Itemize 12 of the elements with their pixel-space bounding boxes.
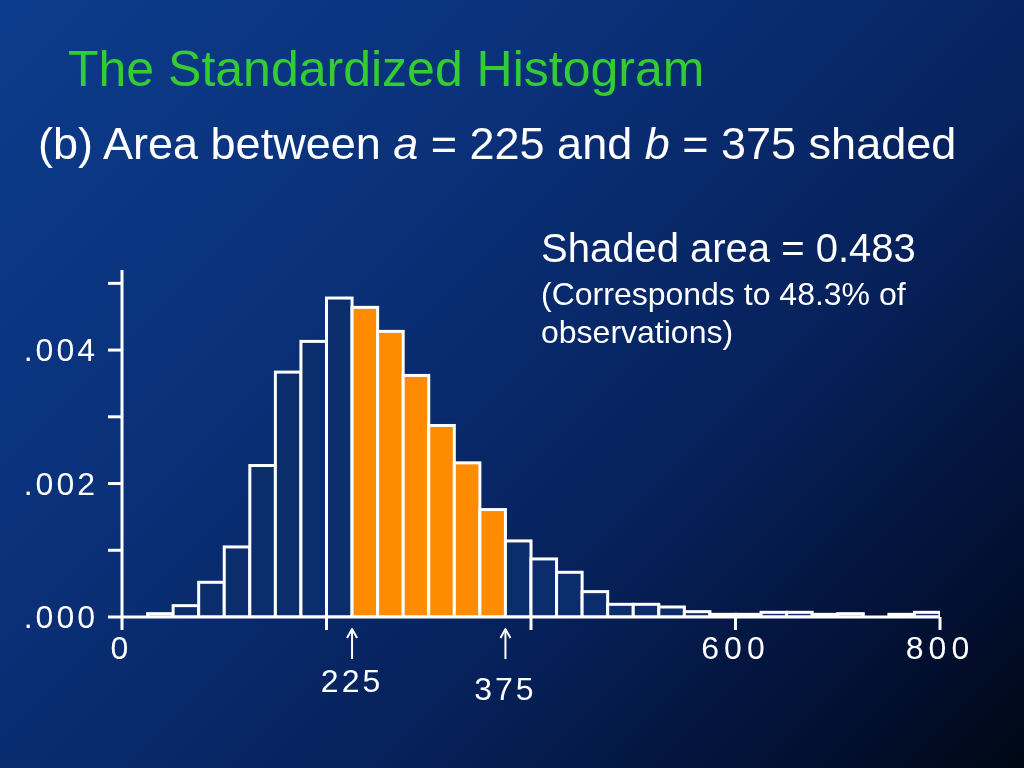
annotation: 375	[474, 671, 537, 707]
chart-subtitle: (b) Area between a = 225 and b = 375 shaded	[38, 118, 957, 169]
text: Shaded area = 0.483	[541, 225, 917, 271]
y-tick-label: .004	[23, 332, 98, 369]
annotation: 225	[320, 663, 384, 699]
x-tick-label: 800	[905, 630, 975, 667]
y-tick-label: .000	[23, 599, 98, 635]
x-tick-label: 0	[110, 630, 134, 667]
x-tick-label: 600	[701, 630, 770, 667]
chart-title: The Standardized Histogram	[68, 41, 705, 97]
annotation: (Corresponds to 48.3% of observations)	[541, 275, 907, 351]
y-tick-label: .002	[23, 465, 98, 502]
